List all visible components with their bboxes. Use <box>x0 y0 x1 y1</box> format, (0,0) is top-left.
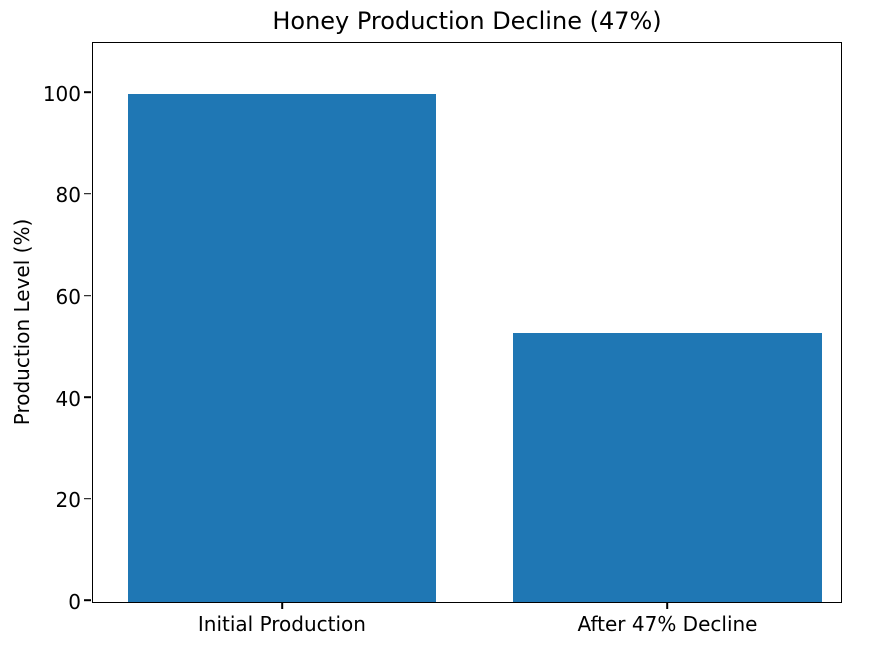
y-tick-mark-60 <box>84 294 91 297</box>
y-tick-mark-40 <box>84 396 91 398</box>
y-tick-mark-0 <box>84 599 91 602</box>
y-tick-label-80: 80 <box>55 183 81 208</box>
y-tick-mark-80 <box>84 193 91 195</box>
y-tick-mark-100 <box>84 91 91 94</box>
y-tick-label-20: 20 <box>55 488 81 513</box>
x-tick-label-after-47-decline: After 47% Decline <box>577 612 758 636</box>
bar-after-47-decline <box>513 332 822 602</box>
y-axis-ticks: 0 20 40 60 80 100 <box>43 43 841 612</box>
x-axis-ticks: Initial Production After 47% Decline <box>93 43 841 636</box>
bars-group <box>93 43 841 602</box>
x-tick-label-initial-production: Initial Production <box>197 612 366 636</box>
y-tick-mark-20 <box>84 497 91 500</box>
plot-area: 0 20 40 60 80 100 Initial Production After 47%… <box>43 42 842 636</box>
x-tick-mark-after-47-decline <box>666 602 669 609</box>
chart-title: Honey Production Decline (47%) <box>272 7 662 35</box>
y-tick-label-0: 0 <box>68 590 81 614</box>
y-axis-label: Production Level (%) <box>10 218 34 426</box>
bar-initial-production <box>127 93 437 602</box>
y-tick-label-40: 40 <box>55 386 81 411</box>
x-tick-mark-initial-production <box>281 602 283 609</box>
y-tick-label-60: 60 <box>55 285 81 310</box>
y-tick-label-100: 100 <box>42 81 81 106</box>
